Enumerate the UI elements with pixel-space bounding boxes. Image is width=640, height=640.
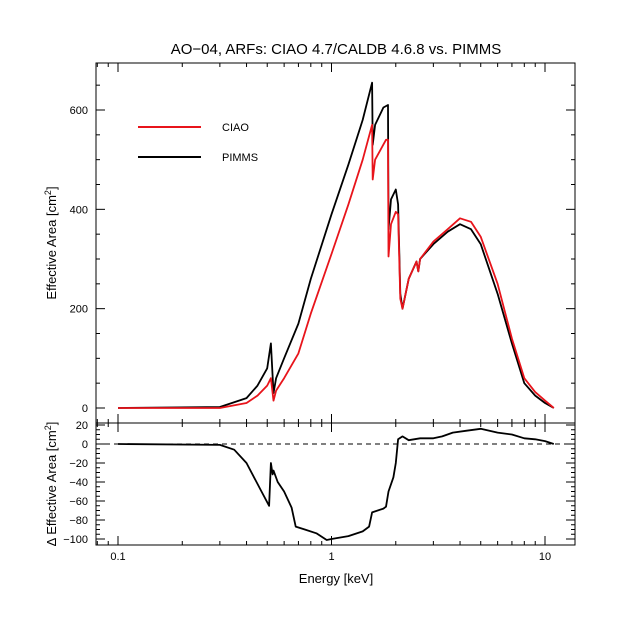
x-axis-label: Energy [keV] (299, 571, 373, 586)
legend-label-ciao: CIAO (222, 122, 249, 134)
bottom-plot-frame (95, 422, 576, 546)
y-tick-label: −60 (69, 496, 88, 508)
y-tick-label: −80 (69, 515, 88, 527)
y-tick-label: 20 (76, 420, 88, 432)
bottom-ticks (96, 423, 575, 545)
top-ytick-labels: 0 200 400 600 (70, 105, 88, 415)
y-tick-label: 400 (70, 204, 88, 216)
series-line-difference (117, 427, 555, 541)
y-tick-label: 0 (82, 403, 88, 415)
series-line-pimms (117, 81, 555, 409)
bottom-series (117, 427, 555, 541)
bottom-ytick-labels: 20 0 −20 −40 −60 −80 −100 (63, 420, 88, 546)
top-series (117, 81, 555, 409)
x-tick-labels: 0.1 1 10 (110, 551, 551, 563)
top-panel: 0 200 400 600 Effective Area [cm2] CIAO PIM… (43, 62, 576, 424)
legend: CIAO PIMMS (138, 122, 258, 164)
y-tick-label: −20 (69, 458, 88, 470)
top-y-axis-label: Effective Area [cm2] (43, 186, 59, 299)
bottom-panel: 20 0 −20 −40 −60 −80 −100 Δ Effective Area [cm… (43, 420, 576, 547)
chart-title: AO−04, ARFs: CIAO 4.7/CALDB 4.6.8 vs. PI… (171, 41, 502, 58)
x-tick-label: 0.1 (110, 551, 125, 563)
y-tick-label: 600 (70, 105, 88, 117)
y-tick-label: −40 (69, 477, 88, 489)
y-tick-label: 0 (82, 439, 88, 451)
y-tick-label: −100 (63, 534, 88, 546)
x-tick-label: 10 (539, 551, 551, 563)
top-ticks (96, 63, 575, 423)
x-tick-label: 1 (328, 551, 334, 563)
y-tick-label: 200 (70, 304, 88, 316)
bottom-y-axis-label: Δ Effective Area [cm2] (43, 422, 59, 547)
legend-label-pimms: PIMMS (222, 152, 258, 164)
series-line-ciao (118, 124, 555, 409)
